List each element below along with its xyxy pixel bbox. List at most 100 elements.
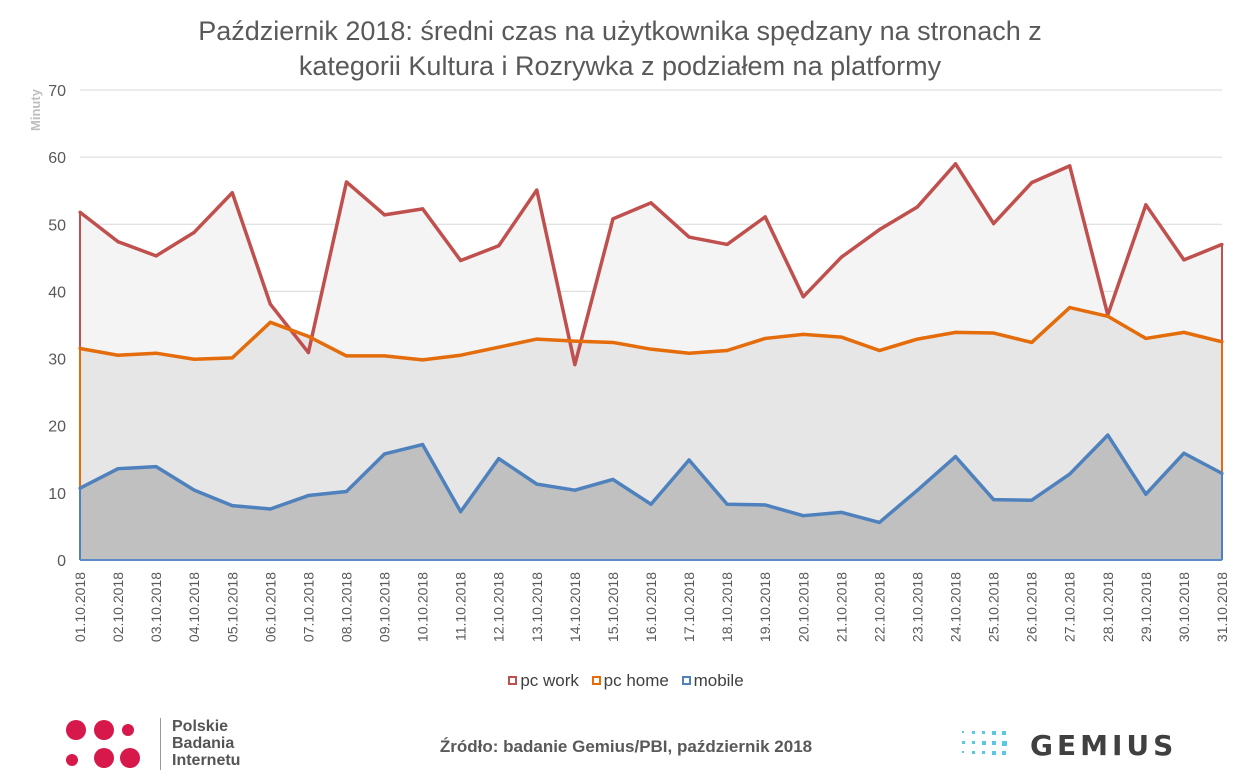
x-tick-label: 27.10.2018	[1062, 572, 1078, 642]
gemius-dot	[982, 731, 985, 734]
data-point-pc-work	[497, 244, 501, 248]
data-point-pc-work	[1030, 181, 1034, 185]
legend-item-mobile[interactable]: mobile	[681, 671, 744, 691]
x-tick-label: 11.10.2018	[453, 572, 469, 641]
data-point-pc-home	[877, 348, 882, 353]
data-point-pc-home	[1182, 330, 1186, 334]
y-tick-label: 40	[48, 284, 66, 301]
data-point-pc-work	[382, 213, 387, 217]
pbi-name-line2: Badania	[172, 735, 235, 752]
data-point-pc-work	[687, 235, 691, 239]
x-tick-label: 31.10.2018	[1214, 572, 1230, 642]
data-point-mobile	[306, 493, 310, 498]
data-point-mobile	[877, 520, 882, 525]
legend: pc work pc home mobile	[0, 670, 1252, 691]
data-point-pc-home	[839, 335, 843, 339]
x-tick-label: 23.10.2018	[909, 572, 925, 642]
data-point-pc-home	[992, 331, 996, 335]
data-point-mobile	[535, 482, 539, 486]
data-point-mobile	[192, 488, 196, 492]
series-mobile	[78, 433, 1224, 560]
data-point-mobile	[573, 488, 577, 492]
data-point-pc-work	[801, 295, 805, 299]
data-point-mobile	[1030, 498, 1034, 502]
gemius-dot	[962, 731, 964, 733]
x-tick-label: 30.10.2018	[1176, 572, 1192, 642]
x-tick-label: 22.10.2018	[871, 572, 887, 642]
data-point-mobile	[230, 504, 234, 508]
chart-title-line1: Październik 2018: średni czas na użytkow…	[198, 16, 1042, 46]
y-tick-label: 0	[57, 553, 66, 570]
pbi-logo: Polskie Badania Internetu	[64, 716, 264, 772]
chart-title: Październik 2018: średni czas na użytkow…	[90, 14, 1150, 84]
data-point-pc-home	[344, 354, 349, 358]
gemius-dot	[992, 751, 996, 755]
data-point-mobile	[649, 502, 653, 506]
x-tick-label: 17.10.2018	[681, 572, 697, 642]
x-tick-label: 02.10.2018	[110, 572, 126, 642]
data-point-pc-work	[877, 228, 882, 232]
data-point-pc-home	[1144, 336, 1148, 341]
legend-item-pc-home[interactable]: pc home	[591, 671, 669, 691]
data-point-mobile	[459, 510, 463, 514]
gemius-dot	[972, 741, 975, 744]
gemius-dot	[972, 751, 975, 754]
data-point-pc-work	[192, 230, 196, 234]
pbi-dots-icon	[64, 716, 146, 772]
x-tick-label: 28.10.2018	[1100, 572, 1116, 642]
y-tick-label: 50	[48, 217, 66, 234]
series-areas	[80, 163, 1222, 560]
y-tick-label: 10	[48, 486, 66, 503]
gemius-wordmark: GEMIUS	[1030, 729, 1178, 762]
data-point-pc-work	[1068, 164, 1072, 168]
data-point-mobile	[1068, 472, 1072, 476]
data-point-mobile	[611, 477, 615, 482]
series-lines	[78, 162, 1224, 560]
y-axis-label: Minuty	[28, 88, 43, 131]
gemius-dots-icon	[962, 731, 1007, 755]
legend-swatch-pc-home	[591, 676, 601, 685]
gemius-dot	[1002, 731, 1006, 735]
data-point-pc-home	[649, 347, 653, 351]
data-point-mobile	[1220, 471, 1224, 475]
data-point-mobile	[839, 510, 843, 514]
data-point-pc-home	[915, 337, 920, 341]
data-point-pc-work	[649, 201, 653, 205]
data-point-mobile	[497, 457, 501, 461]
x-tick-label: 12.10.2018	[491, 572, 507, 642]
data-point-pc-home	[154, 351, 158, 355]
data-point-mobile	[763, 503, 767, 507]
y-tick-label: 30	[48, 352, 66, 369]
data-point-pc-home	[459, 353, 463, 357]
data-point-pc-home	[1068, 305, 1072, 310]
data-point-mobile	[382, 452, 387, 456]
data-point-mobile	[268, 507, 272, 511]
gemius-dot	[992, 741, 996, 745]
x-tick-label: 06.10.2018	[262, 572, 278, 642]
x-tick-label: 07.10.2018	[300, 572, 316, 642]
x-tick-label: 01.10.2018	[72, 572, 88, 642]
data-point-pc-work	[953, 162, 958, 166]
data-point-mobile	[953, 455, 958, 459]
legend-item-pc-work[interactable]: pc work	[508, 671, 579, 691]
gemius-dot	[962, 751, 964, 753]
data-point-pc-work	[78, 210, 82, 214]
x-tick-label: 18.10.2018	[719, 572, 735, 642]
x-tick-label: 20.10.2018	[795, 572, 811, 642]
legend-label-pc-work: pc work	[520, 670, 579, 690]
axes: 0 10 20 30 40 50 60 70 Minuty 01.10.2018 02.10.201…	[28, 83, 1230, 642]
source-note: Źródło: badanie Gemius/PBI, październik …	[439, 737, 813, 756]
data-point-pc-home	[1106, 314, 1110, 318]
data-point-pc-work	[421, 207, 425, 211]
data-point-pc-home	[725, 348, 729, 353]
area-mobile	[80, 435, 1222, 560]
gemius-dot	[992, 731, 996, 735]
data-point-pc-work	[1220, 242, 1224, 247]
data-point-mobile	[421, 442, 425, 447]
data-point-pc-work	[116, 240, 120, 244]
y-tick-label: 70	[48, 83, 66, 100]
x-tick-label: 24.10.2018	[948, 572, 964, 642]
data-point-pc-home	[801, 332, 805, 336]
data-point-pc-home	[116, 353, 120, 357]
